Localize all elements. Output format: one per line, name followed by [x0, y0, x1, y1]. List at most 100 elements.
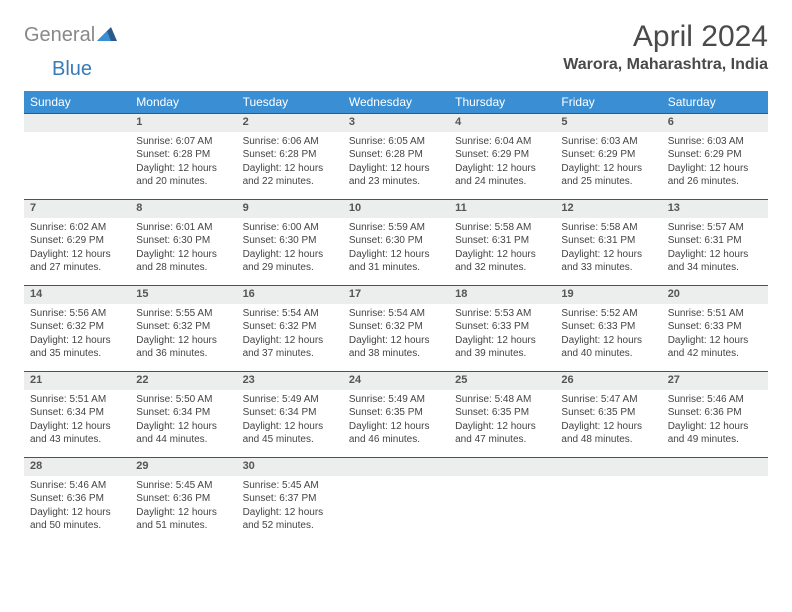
daylight-text-2: and 46 minutes. — [349, 433, 443, 447]
day-cell: Sunrise: 5:50 AMSunset: 6:34 PMDaylight:… — [130, 390, 236, 458]
daylight-text: Daylight: 12 hours — [455, 334, 549, 348]
sunrise-text: Sunrise: 5:45 AM — [136, 479, 230, 493]
daylight-text-2: and 26 minutes. — [668, 175, 762, 189]
daylight-text-2: and 42 minutes. — [668, 347, 762, 361]
sunset-text: Sunset: 6:34 PM — [243, 406, 337, 420]
day-cell: Sunrise: 5:55 AMSunset: 6:32 PMDaylight:… — [130, 304, 236, 372]
weekday-header: Friday — [555, 91, 661, 114]
sunrise-text: Sunrise: 6:05 AM — [349, 135, 443, 149]
day-number: 18 — [449, 286, 555, 304]
daylight-text-2: and 37 minutes. — [243, 347, 337, 361]
sunrise-text: Sunrise: 6:00 AM — [243, 221, 337, 235]
sunrise-text: Sunrise: 5:53 AM — [455, 307, 549, 321]
sunset-text: Sunset: 6:29 PM — [30, 234, 124, 248]
daylight-text: Daylight: 12 hours — [455, 420, 549, 434]
daylight-text: Daylight: 12 hours — [455, 248, 549, 262]
day-number — [662, 458, 768, 476]
daylight-text: Daylight: 12 hours — [136, 506, 230, 520]
day-number — [24, 114, 130, 132]
sunrise-text: Sunrise: 5:55 AM — [136, 307, 230, 321]
daylight-text-2: and 36 minutes. — [136, 347, 230, 361]
daylight-text: Daylight: 12 hours — [136, 162, 230, 176]
day-cell: Sunrise: 5:57 AMSunset: 6:31 PMDaylight:… — [662, 218, 768, 286]
sunset-text: Sunset: 6:37 PM — [243, 492, 337, 506]
daylight-text-2: and 44 minutes. — [136, 433, 230, 447]
daylight-text: Daylight: 12 hours — [668, 334, 762, 348]
daylight-text: Daylight: 12 hours — [30, 248, 124, 262]
day-cell: Sunrise: 6:02 AMSunset: 6:29 PMDaylight:… — [24, 218, 130, 286]
sunset-text: Sunset: 6:36 PM — [668, 406, 762, 420]
day-cell — [24, 132, 130, 200]
daylight-text: Daylight: 12 hours — [349, 248, 443, 262]
sunset-text: Sunset: 6:28 PM — [136, 148, 230, 162]
day-number — [555, 458, 661, 476]
daylight-text-2: and 49 minutes. — [668, 433, 762, 447]
day-cell: Sunrise: 5:46 AMSunset: 6:36 PMDaylight:… — [662, 390, 768, 458]
day-number: 17 — [343, 286, 449, 304]
daylight-text-2: and 31 minutes. — [349, 261, 443, 275]
daylight-text-2: and 43 minutes. — [30, 433, 124, 447]
day-number: 21 — [24, 372, 130, 390]
daylight-text-2: and 25 minutes. — [561, 175, 655, 189]
month-title: April 2024 — [563, 20, 768, 54]
sunrise-text: Sunrise: 5:46 AM — [668, 393, 762, 407]
daylight-text-2: and 52 minutes. — [243, 519, 337, 533]
daylight-text-2: and 20 minutes. — [136, 175, 230, 189]
sunrise-text: Sunrise: 6:01 AM — [136, 221, 230, 235]
week-daynum-row: 21222324252627 — [24, 372, 768, 390]
day-number: 23 — [237, 372, 343, 390]
week-content-row: Sunrise: 6:07 AMSunset: 6:28 PMDaylight:… — [24, 132, 768, 200]
sunrise-text: Sunrise: 5:59 AM — [349, 221, 443, 235]
sunset-text: Sunset: 6:29 PM — [668, 148, 762, 162]
day-cell: Sunrise: 6:04 AMSunset: 6:29 PMDaylight:… — [449, 132, 555, 200]
sunset-text: Sunset: 6:33 PM — [455, 320, 549, 334]
day-number — [449, 458, 555, 476]
logo-text-blue: Blue — [52, 58, 92, 80]
day-cell: Sunrise: 5:54 AMSunset: 6:32 PMDaylight:… — [343, 304, 449, 372]
day-cell: Sunrise: 5:56 AMSunset: 6:32 PMDaylight:… — [24, 304, 130, 372]
logo: General — [24, 24, 119, 47]
daylight-text-2: and 51 minutes. — [136, 519, 230, 533]
sunrise-text: Sunrise: 5:57 AM — [668, 221, 762, 235]
daylight-text-2: and 27 minutes. — [30, 261, 124, 275]
daylight-text: Daylight: 12 hours — [561, 334, 655, 348]
weekday-header: Tuesday — [237, 91, 343, 114]
daylight-text-2: and 50 minutes. — [30, 519, 124, 533]
sunrise-text: Sunrise: 6:03 AM — [668, 135, 762, 149]
weekday-header: Thursday — [449, 91, 555, 114]
day-cell: Sunrise: 6:06 AMSunset: 6:28 PMDaylight:… — [237, 132, 343, 200]
daylight-text: Daylight: 12 hours — [561, 248, 655, 262]
daylight-text-2: and 22 minutes. — [243, 175, 337, 189]
daylight-text: Daylight: 12 hours — [349, 334, 443, 348]
daylight-text: Daylight: 12 hours — [243, 506, 337, 520]
week-content-row: Sunrise: 5:46 AMSunset: 6:36 PMDaylight:… — [24, 476, 768, 544]
daylight-text-2: and 33 minutes. — [561, 261, 655, 275]
day-number: 24 — [343, 372, 449, 390]
daylight-text-2: and 47 minutes. — [455, 433, 549, 447]
daylight-text-2: and 29 minutes. — [243, 261, 337, 275]
day-number: 28 — [24, 458, 130, 476]
week-content-row: Sunrise: 6:02 AMSunset: 6:29 PMDaylight:… — [24, 218, 768, 286]
day-number: 12 — [555, 200, 661, 218]
sunrise-text: Sunrise: 6:07 AM — [136, 135, 230, 149]
sunset-text: Sunset: 6:30 PM — [136, 234, 230, 248]
day-cell: Sunrise: 6:03 AMSunset: 6:29 PMDaylight:… — [555, 132, 661, 200]
day-number: 29 — [130, 458, 236, 476]
sunset-text: Sunset: 6:34 PM — [136, 406, 230, 420]
day-number: 8 — [130, 200, 236, 218]
day-number: 13 — [662, 200, 768, 218]
sunrise-text: Sunrise: 5:58 AM — [455, 221, 549, 235]
day-cell: Sunrise: 5:49 AMSunset: 6:35 PMDaylight:… — [343, 390, 449, 458]
sunrise-text: Sunrise: 5:58 AM — [561, 221, 655, 235]
logo-text-general: General — [24, 24, 95, 47]
sunrise-text: Sunrise: 5:49 AM — [243, 393, 337, 407]
location-label: Warora, Maharashtra, India — [563, 56, 768, 74]
day-number: 5 — [555, 114, 661, 132]
week-content-row: Sunrise: 5:51 AMSunset: 6:34 PMDaylight:… — [24, 390, 768, 458]
daylight-text: Daylight: 12 hours — [30, 420, 124, 434]
daylight-text-2: and 28 minutes. — [136, 261, 230, 275]
day-number: 7 — [24, 200, 130, 218]
day-number: 25 — [449, 372, 555, 390]
week-daynum-row: 78910111213 — [24, 200, 768, 218]
triangle-icon — [97, 25, 117, 46]
